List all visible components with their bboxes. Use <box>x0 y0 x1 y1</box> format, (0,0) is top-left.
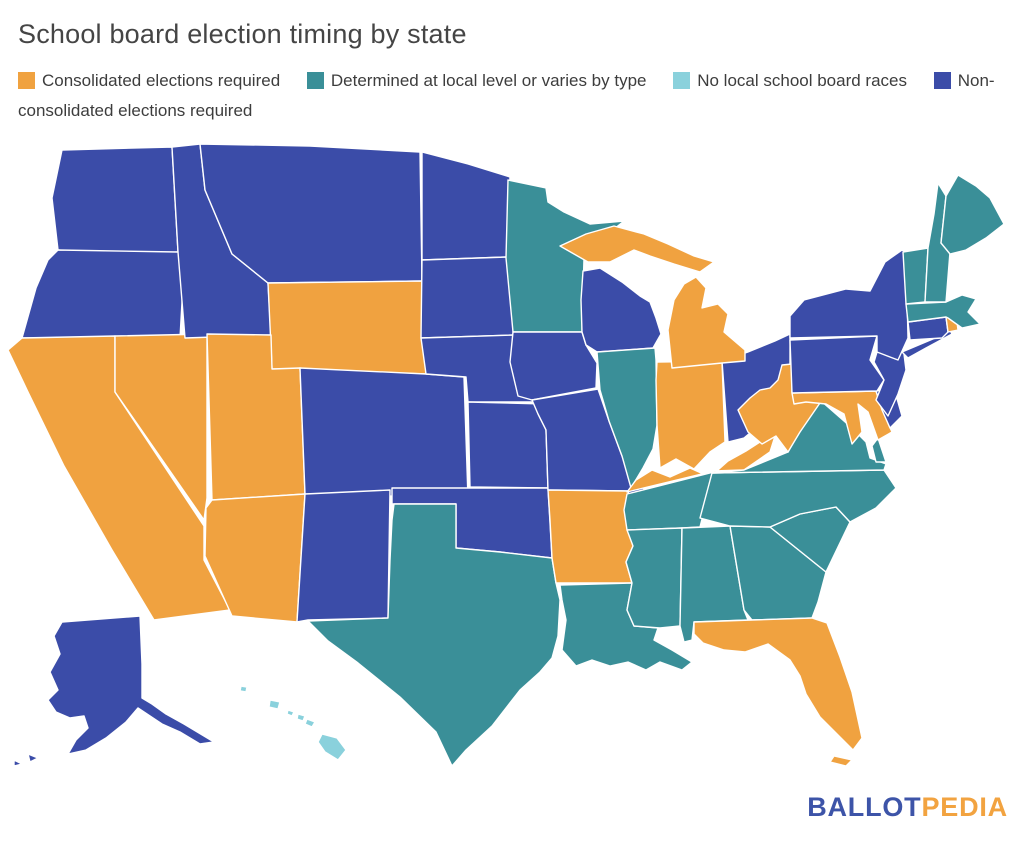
state-nm <box>296 489 391 623</box>
legend-item-determined-local: Determined at local level or varies by t… <box>306 71 661 90</box>
legend-item-consolidated: Consolidated elections required <box>18 71 294 90</box>
state-mi <box>559 225 715 273</box>
legend-swatch-no-races <box>673 72 691 89</box>
state-fl <box>693 617 863 751</box>
state-il <box>596 347 658 489</box>
state-ak <box>27 753 39 763</box>
state-sd <box>420 256 515 339</box>
state-ak <box>47 615 215 755</box>
state-in <box>655 360 726 470</box>
legend-swatch-non-consolidated <box>933 72 951 89</box>
state-ia <box>509 331 598 401</box>
state-hi <box>317 733 347 761</box>
state-hi <box>304 718 316 728</box>
state-wi <box>580 267 662 353</box>
state-nd <box>421 151 511 261</box>
state-vt <box>902 247 929 305</box>
ballotpedia-logo: BALLOTPEDIA <box>807 792 1008 823</box>
state-hi <box>286 709 295 717</box>
state-mi <box>667 276 746 369</box>
legend-item-no-races: No local school board races <box>673 71 921 90</box>
state-ak <box>13 759 23 767</box>
legend-label: No local school board races <box>697 71 907 90</box>
state-ks <box>467 401 549 489</box>
legend-swatch-consolidated <box>18 72 35 89</box>
header: School board election timing by state Co… <box>18 18 1008 126</box>
legend-label: Determined at local level or varies by t… <box>330 71 647 90</box>
state-ma <box>905 294 981 329</box>
state-tx <box>307 503 561 767</box>
state-wa <box>51 146 179 257</box>
state-co <box>299 367 469 499</box>
state-hi <box>268 699 281 710</box>
legend: Consolidated elections required Determin… <box>18 66 1003 126</box>
state-nc <box>699 469 897 528</box>
state-pa <box>789 335 885 394</box>
state-fl <box>829 755 853 767</box>
state-ar <box>547 489 634 584</box>
logo-ballot: BALLOT <box>807 792 922 822</box>
state-or <box>21 249 185 339</box>
chart-title: School board election timing by state <box>18 19 467 49</box>
state-wy <box>267 280 427 375</box>
legend-label: Non-consolidated elections required <box>18 71 995 120</box>
state-me <box>940 174 1005 255</box>
state-va <box>871 437 887 463</box>
state-ms <box>625 527 683 629</box>
state-hi <box>239 685 248 693</box>
state-hi <box>296 713 306 722</box>
legend-item-non-consolidated: Non-consolidated elections required <box>18 71 995 120</box>
logo-pedia: PEDIA <box>921 792 1008 822</box>
legend-label: Consolidated elections required <box>42 71 281 90</box>
legend-swatch-determined-local <box>306 72 324 89</box>
state-ny <box>789 249 909 361</box>
